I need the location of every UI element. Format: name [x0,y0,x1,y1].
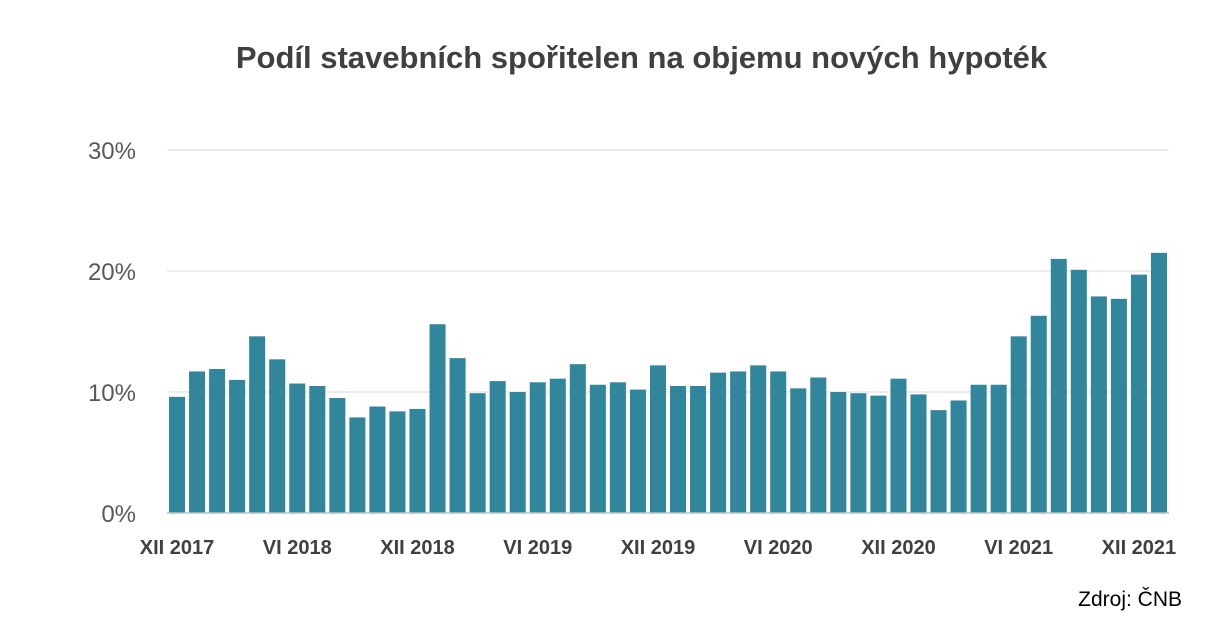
bar [750,365,767,513]
bar [369,406,386,513]
bar [509,392,526,513]
bar [189,371,206,513]
bar [569,364,586,513]
bar [910,394,927,513]
bar [850,393,867,513]
bar [489,381,506,513]
bar [449,358,466,513]
bar [269,359,286,513]
bars [169,252,1167,513]
bar [690,385,707,513]
bar [549,378,566,513]
bar [930,410,947,513]
bar [710,372,727,513]
bar [790,388,807,513]
bar [309,385,326,513]
bar [529,382,546,513]
bar [890,378,907,513]
source-note: Zdroj: ČNB [1078,588,1182,611]
x-tick-label: XII 2021 [1102,537,1177,559]
bar [990,384,1007,513]
bar [1130,274,1147,513]
bar [349,417,366,513]
bar [830,392,847,513]
y-tick-label: 0% [101,501,136,528]
bar [1110,298,1127,513]
x-axis-ticks: XII 2017 VI 2018 XII 2018 VI 2019 XII 2019 VI… [140,537,1176,559]
bar [1070,269,1087,513]
bar [670,385,687,513]
bar [209,369,226,513]
y-tick-label: 20% [88,259,136,286]
bar [329,398,346,513]
bar [950,400,967,513]
y-tick-label: 10% [88,380,136,407]
bar [770,371,787,513]
bar [1030,315,1047,513]
x-tick-label: VI 2020 [744,537,813,559]
bar [810,377,827,513]
x-tick-label: XII 2020 [861,537,936,559]
x-tick-label: VI 2018 [263,537,332,559]
bar [249,336,266,513]
bar [1150,252,1167,513]
bar [1010,336,1027,513]
bar [609,382,626,513]
chart-title: Podíl stavebních spořitelen na objemu no… [235,40,1048,75]
bar [1090,296,1107,513]
x-tick-label: VI 2021 [984,537,1053,559]
bar [629,389,646,513]
bar [289,383,306,513]
bar [730,371,747,513]
bar [970,384,987,513]
bar [589,384,606,513]
bar [409,408,426,513]
x-tick-label: XII 2019 [621,537,696,559]
bar [169,396,186,513]
y-tick-label: 30% [88,138,136,165]
bar [469,393,486,513]
bar [1050,258,1067,513]
bar [429,324,446,513]
x-tick-label: XII 2017 [140,537,215,559]
bar [389,411,406,513]
y-axis-ticks: 0% 10% 20% 30% [88,138,136,528]
bar [649,365,666,513]
bar [870,395,887,513]
x-tick-label: XII 2018 [380,537,455,559]
bar [229,379,246,513]
x-tick-label: VI 2019 [503,537,572,559]
